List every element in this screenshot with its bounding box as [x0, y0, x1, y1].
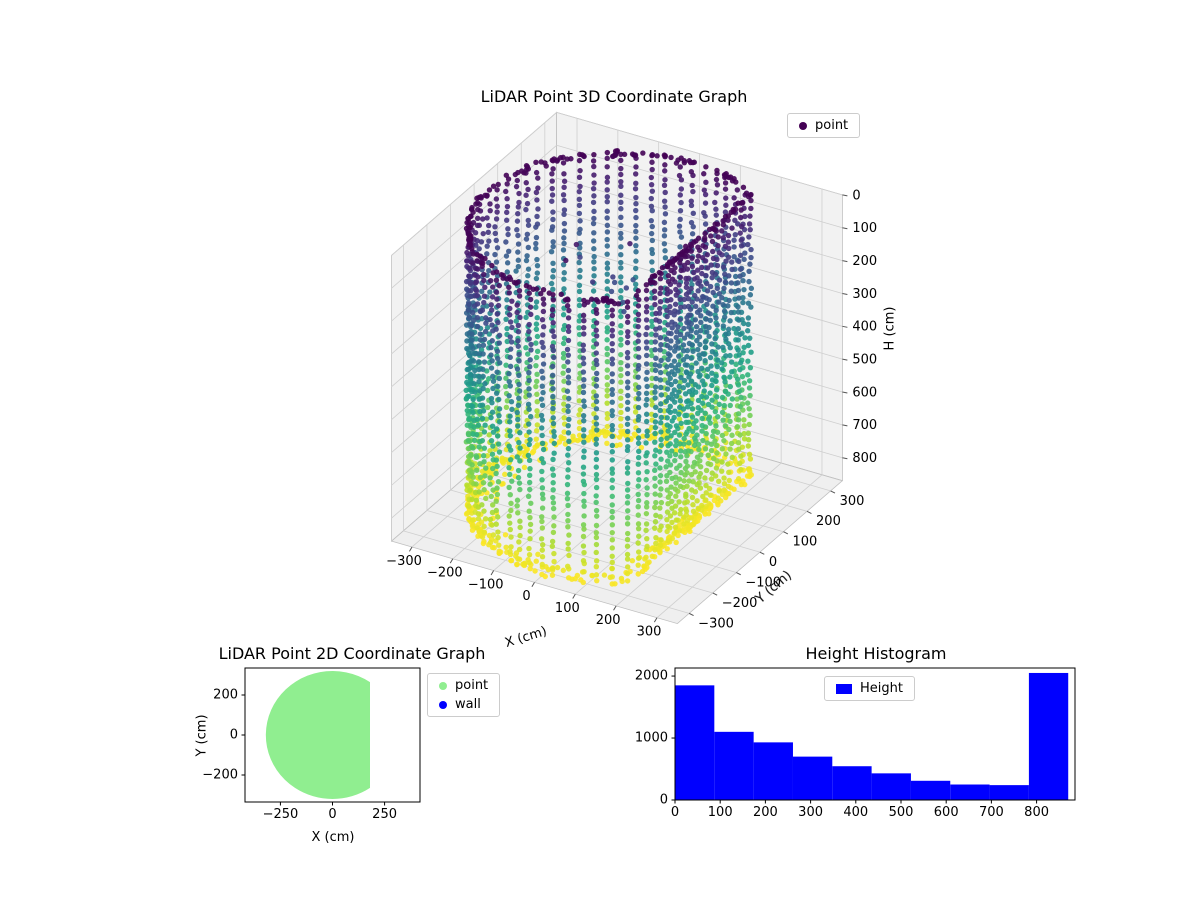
legend-entry-point: point	[439, 678, 488, 693]
plot3d-legend: point	[787, 113, 861, 138]
height-marker-icon	[836, 683, 852, 694]
plot3d-zlabel: H (cm)	[882, 306, 898, 351]
plot2d-legend: point wall	[427, 673, 501, 717]
plot3d-canvas	[330, 105, 910, 675]
wall-marker-icon	[439, 700, 447, 709]
legend-entry-wall: wall	[439, 697, 488, 712]
legend-label-point: point	[815, 118, 849, 133]
point-marker-icon	[439, 681, 447, 690]
plot3d-title: LiDAR Point 3D Coordinate Graph	[480, 87, 748, 106]
plot2d-title: LiDAR Point 2D Coordinate Graph	[218, 644, 486, 663]
plot2d-ylabel: Y (cm)	[194, 714, 210, 757]
plot2d-xlabel: X (cm)	[311, 830, 355, 845]
legend-label-height: Height	[860, 681, 903, 696]
histogram-legend: Height	[824, 676, 915, 701]
plot2d-canvas	[190, 658, 435, 843]
histogram-title: Height Histogram	[805, 644, 947, 663]
legend-label-wall: wall	[455, 697, 481, 712]
legend-entry-height: Height	[836, 681, 903, 696]
point-marker-icon	[799, 121, 807, 130]
legend-entry-point: point	[799, 118, 848, 133]
legend-label-point: point	[455, 678, 489, 693]
